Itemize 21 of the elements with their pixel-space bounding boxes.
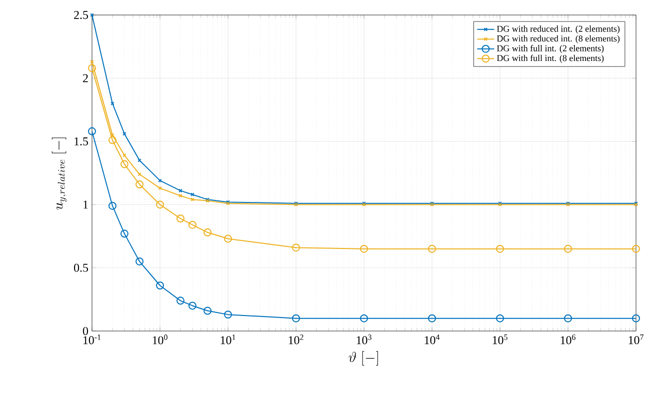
x-tick-label: 10$^{2}$ — [288, 334, 304, 344]
x-tick-label: 10$^{5}$ — [492, 334, 508, 344]
legend-label: DG with reduced int. (2 elements) — [496, 26, 620, 34]
y-tick-label: 0 — [82, 326, 88, 336]
x-tick-label: 10$^{6}$ — [560, 334, 576, 344]
x-tick-label: 10$^{0}$ — [152, 334, 168, 344]
legend-label: DG with full int. (2 elements) — [496, 44, 604, 54]
y-tick-label: 0.5 — [74, 264, 88, 272]
y-tick-label: 1 — [84, 200, 88, 209]
x-tick-label: 10$^{1}$ — [220, 334, 236, 344]
x-tick-label: 10$^{3}$ — [356, 334, 372, 344]
y-tick-label: 2 — [83, 74, 88, 82]
legend-label: DG with full int. (8 elements) — [496, 54, 604, 63]
x-axis-title: $\vartheta\;[-]$ — [348, 351, 378, 366]
legend-label: DG with reduced int. (8 elements) — [496, 35, 620, 44]
y-axis-title: $u_{y,relative}\;[\mathrm{-}]$ — [52, 138, 67, 210]
x-tick-label: 10$^{4}$ — [424, 334, 440, 344]
x-tick-label: 10$^{-1}$ — [84, 334, 101, 344]
y-tick-label: 1.5 — [74, 137, 88, 146]
y-tick-label: 2.5 — [74, 10, 88, 20]
x-tick-label: 10$^{7}$ — [628, 334, 644, 344]
